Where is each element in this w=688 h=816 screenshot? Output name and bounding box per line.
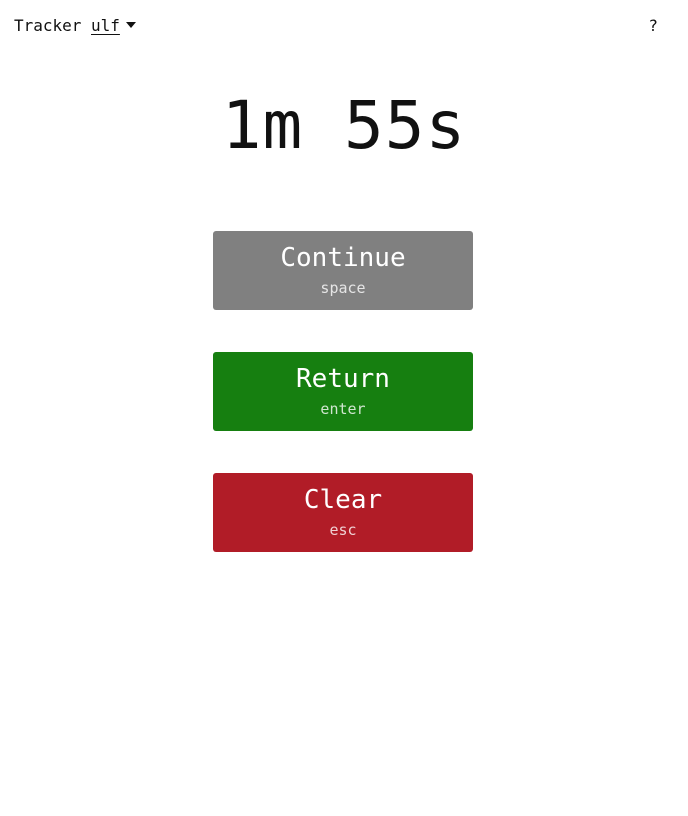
user-dropdown[interactable]: ulf [91,16,136,35]
clear-shortcut: esc [329,521,357,539]
continue-button[interactable]: Continue space [213,231,473,310]
clear-button[interactable]: Clear esc [213,473,473,552]
elapsed-timer: 1m 55s [221,87,467,164]
app-title: Tracker [14,16,82,35]
continue-shortcut: space [320,279,366,297]
help-button[interactable]: ? [648,16,658,35]
return-shortcut: enter [320,400,366,418]
caret-down-icon [125,21,136,28]
user-name: ulf [91,16,120,35]
return-label: Return [296,364,390,394]
clear-label: Clear [303,485,383,515]
continue-label: Continue [280,243,406,273]
header: Tracker ulf ? [14,16,658,40]
return-button[interactable]: Return enter [213,352,473,431]
